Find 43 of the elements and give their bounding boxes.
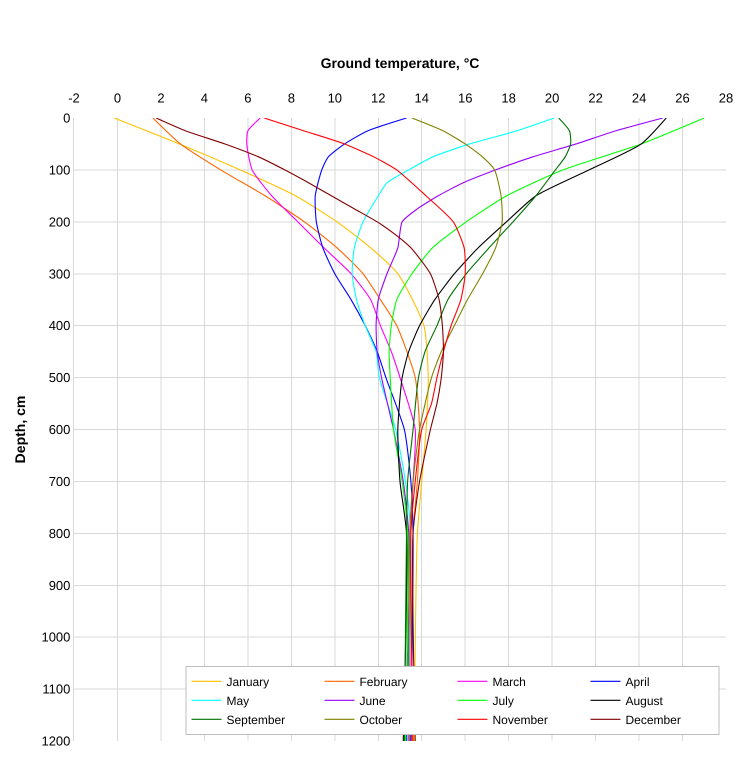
x-tick-label: 0 — [114, 90, 122, 106]
y-axis-title: Depth, cm — [12, 396, 28, 464]
x-tick-label: 8 — [288, 90, 295, 106]
x-tick-label: 16 — [458, 90, 472, 106]
x-tick-label: 28 — [718, 90, 734, 106]
y-tick-label: 600 — [48, 422, 70, 438]
x-tick-label: -2 — [68, 90, 80, 106]
legend-label: July — [492, 694, 514, 708]
legend-label: May — [226, 694, 250, 708]
legend-label: September — [226, 712, 286, 727]
y-tick-label: 1200 — [41, 734, 70, 749]
y-tick-label: 700 — [48, 474, 70, 489]
x-axis-title: Ground temperature, °C — [320, 55, 480, 71]
y-tick-label: 900 — [48, 578, 70, 593]
x-tick-label: 12 — [371, 90, 386, 106]
x-tick-label: 22 — [588, 90, 603, 106]
x-tick-label: 6 — [244, 90, 252, 106]
x-tick-label: 26 — [675, 90, 690, 106]
y-tick-label: 800 — [48, 526, 70, 541]
x-tick-label: 20 — [544, 90, 560, 106]
x-tick-label: 2 — [157, 90, 165, 106]
legend-label: March — [492, 674, 526, 689]
x-tick-label: 18 — [501, 90, 516, 106]
y-tick-label: 400 — [48, 318, 70, 334]
x-tick-label: 4 — [200, 90, 208, 106]
x-tick-label: 10 — [328, 90, 342, 106]
y-tick-label: 100 — [48, 162, 70, 178]
legend-label: June — [359, 694, 386, 708]
legend-label: December — [625, 712, 681, 727]
legend-label: February — [359, 674, 408, 689]
x-tick-label: 24 — [632, 90, 646, 106]
y-tick-label: 1100 — [42, 682, 70, 697]
y-tick-label: 0 — [63, 110, 70, 126]
legend-label: April — [625, 674, 650, 689]
y-tick-label: 1000 — [41, 630, 70, 645]
legend-label: November — [492, 712, 548, 727]
y-tick-label: 200 — [48, 214, 70, 230]
legend-label: October — [359, 712, 402, 727]
legend-label: August — [625, 694, 664, 708]
legend-label: January — [226, 674, 270, 689]
y-tick-label: 500 — [48, 370, 70, 386]
x-tick-label: 14 — [414, 90, 429, 106]
y-tick-label: 300 — [48, 266, 70, 282]
